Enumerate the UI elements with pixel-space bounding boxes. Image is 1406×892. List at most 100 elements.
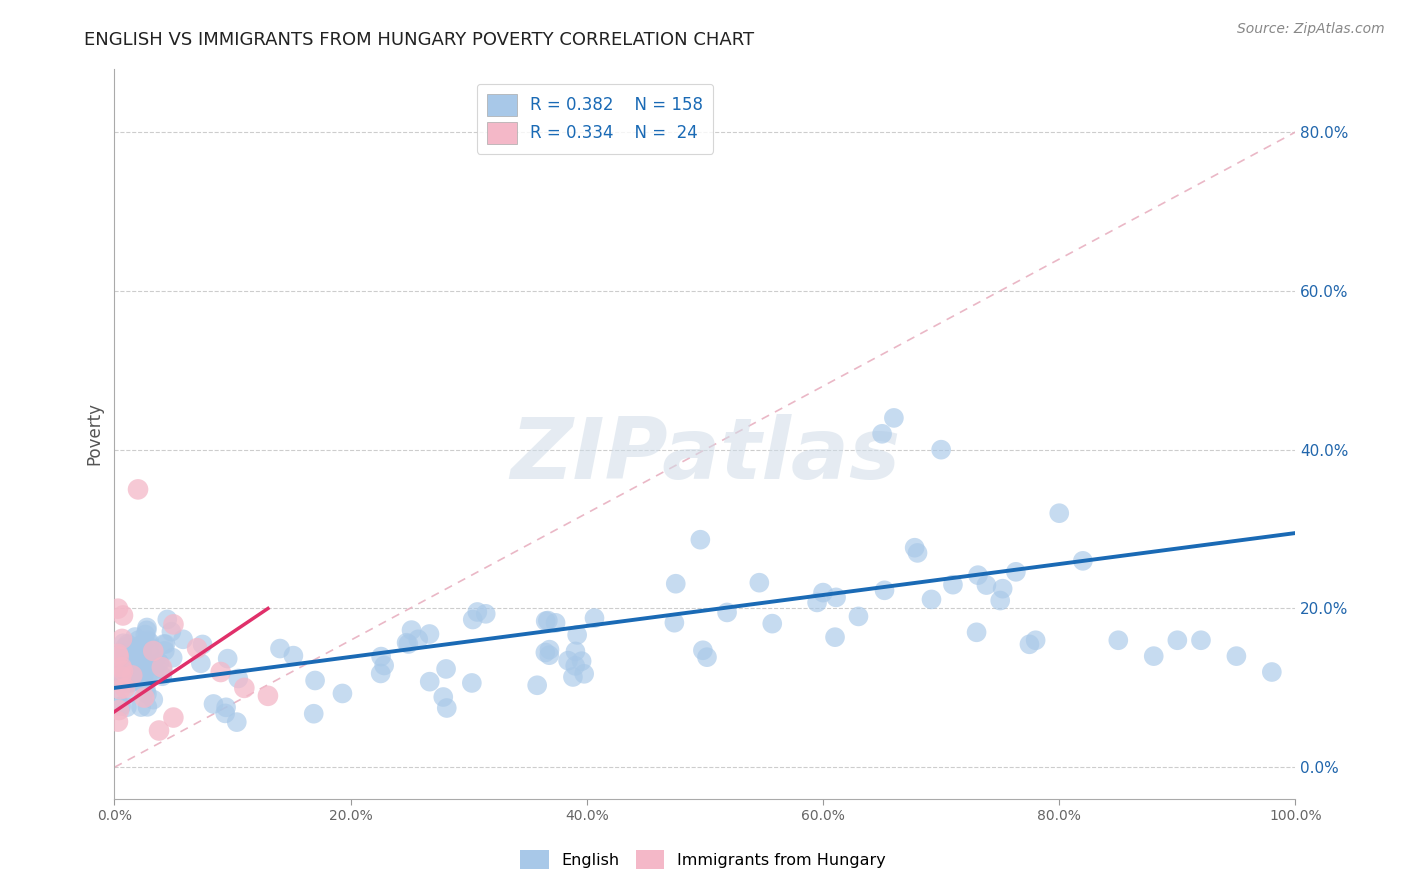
Point bbox=[117, 667, 139, 681]
Point bbox=[572, 666, 595, 681]
Text: ZIPatlas: ZIPatlas bbox=[510, 414, 900, 497]
Point bbox=[370, 649, 392, 664]
Point bbox=[304, 673, 326, 688]
Point bbox=[1166, 633, 1188, 648]
Point bbox=[145, 658, 167, 673]
Point bbox=[105, 693, 128, 707]
Point bbox=[111, 632, 134, 646]
Point bbox=[848, 609, 870, 624]
Point bbox=[143, 665, 166, 680]
Point bbox=[1107, 633, 1129, 648]
Point bbox=[1047, 506, 1070, 520]
Point bbox=[907, 546, 929, 560]
Point bbox=[134, 635, 156, 649]
Point bbox=[136, 670, 159, 684]
Point bbox=[761, 616, 783, 631]
Point bbox=[110, 650, 132, 665]
Point bbox=[112, 648, 135, 662]
Point bbox=[118, 676, 141, 690]
Point bbox=[373, 658, 395, 673]
Point bbox=[121, 668, 143, 682]
Point bbox=[988, 593, 1011, 607]
Point bbox=[156, 612, 179, 626]
Point bbox=[107, 648, 129, 663]
Point bbox=[131, 673, 153, 687]
Point bbox=[118, 686, 141, 700]
Point bbox=[583, 611, 606, 625]
Point bbox=[190, 657, 212, 671]
Point bbox=[136, 633, 159, 648]
Point bbox=[129, 665, 152, 680]
Point bbox=[112, 636, 135, 650]
Point bbox=[571, 654, 593, 668]
Point bbox=[120, 667, 142, 681]
Point bbox=[162, 617, 184, 632]
Point bbox=[1025, 633, 1047, 648]
Point bbox=[664, 615, 686, 630]
Point bbox=[557, 654, 579, 668]
Point bbox=[186, 641, 208, 656]
Point bbox=[136, 699, 159, 714]
Point bbox=[225, 715, 247, 730]
Point bbox=[806, 595, 828, 609]
Point bbox=[129, 700, 152, 714]
Text: Source: ZipAtlas.com: Source: ZipAtlas.com bbox=[1237, 22, 1385, 37]
Point bbox=[148, 656, 170, 670]
Point bbox=[111, 608, 134, 623]
Point bbox=[134, 690, 156, 705]
Point bbox=[537, 614, 560, 628]
Point bbox=[162, 650, 184, 665]
Point bbox=[534, 645, 557, 659]
Point bbox=[716, 606, 738, 620]
Point bbox=[124, 630, 146, 644]
Point bbox=[108, 703, 131, 717]
Point bbox=[110, 699, 132, 714]
Point bbox=[152, 662, 174, 676]
Point bbox=[135, 682, 157, 697]
Point bbox=[114, 640, 136, 654]
Point bbox=[904, 541, 927, 555]
Point bbox=[1005, 565, 1028, 579]
Point bbox=[114, 676, 136, 690]
Point bbox=[124, 647, 146, 661]
Point bbox=[132, 672, 155, 686]
Point bbox=[122, 652, 145, 666]
Point bbox=[150, 669, 173, 683]
Point bbox=[461, 613, 484, 627]
Point bbox=[107, 649, 129, 664]
Point bbox=[825, 591, 848, 605]
Point bbox=[564, 644, 586, 658]
Point bbox=[436, 701, 458, 715]
Legend: R = 0.382    N = 158, R = 0.334    N =  24: R = 0.382 N = 158, R = 0.334 N = 24 bbox=[477, 84, 713, 153]
Point bbox=[134, 627, 156, 641]
Point bbox=[114, 648, 136, 662]
Point bbox=[226, 672, 249, 686]
Point bbox=[1143, 649, 1166, 664]
Y-axis label: Poverty: Poverty bbox=[86, 402, 103, 466]
Point bbox=[696, 650, 718, 665]
Point bbox=[131, 642, 153, 657]
Point bbox=[129, 655, 152, 669]
Point bbox=[538, 648, 561, 663]
Point bbox=[108, 682, 131, 697]
Point bbox=[1189, 633, 1212, 648]
Point bbox=[142, 644, 165, 658]
Point bbox=[107, 601, 129, 615]
Point bbox=[162, 710, 184, 724]
Point bbox=[396, 637, 419, 651]
Point bbox=[689, 533, 711, 547]
Point bbox=[122, 671, 145, 685]
Point bbox=[692, 643, 714, 657]
Point bbox=[967, 568, 990, 582]
Point bbox=[370, 666, 392, 681]
Point bbox=[107, 647, 129, 661]
Point bbox=[1261, 665, 1284, 679]
Point bbox=[824, 630, 846, 644]
Point bbox=[966, 625, 988, 640]
Point bbox=[138, 635, 160, 649]
Point bbox=[108, 673, 131, 687]
Point bbox=[332, 686, 354, 700]
Point bbox=[148, 655, 170, 669]
Point bbox=[870, 426, 893, 441]
Point bbox=[942, 577, 965, 591]
